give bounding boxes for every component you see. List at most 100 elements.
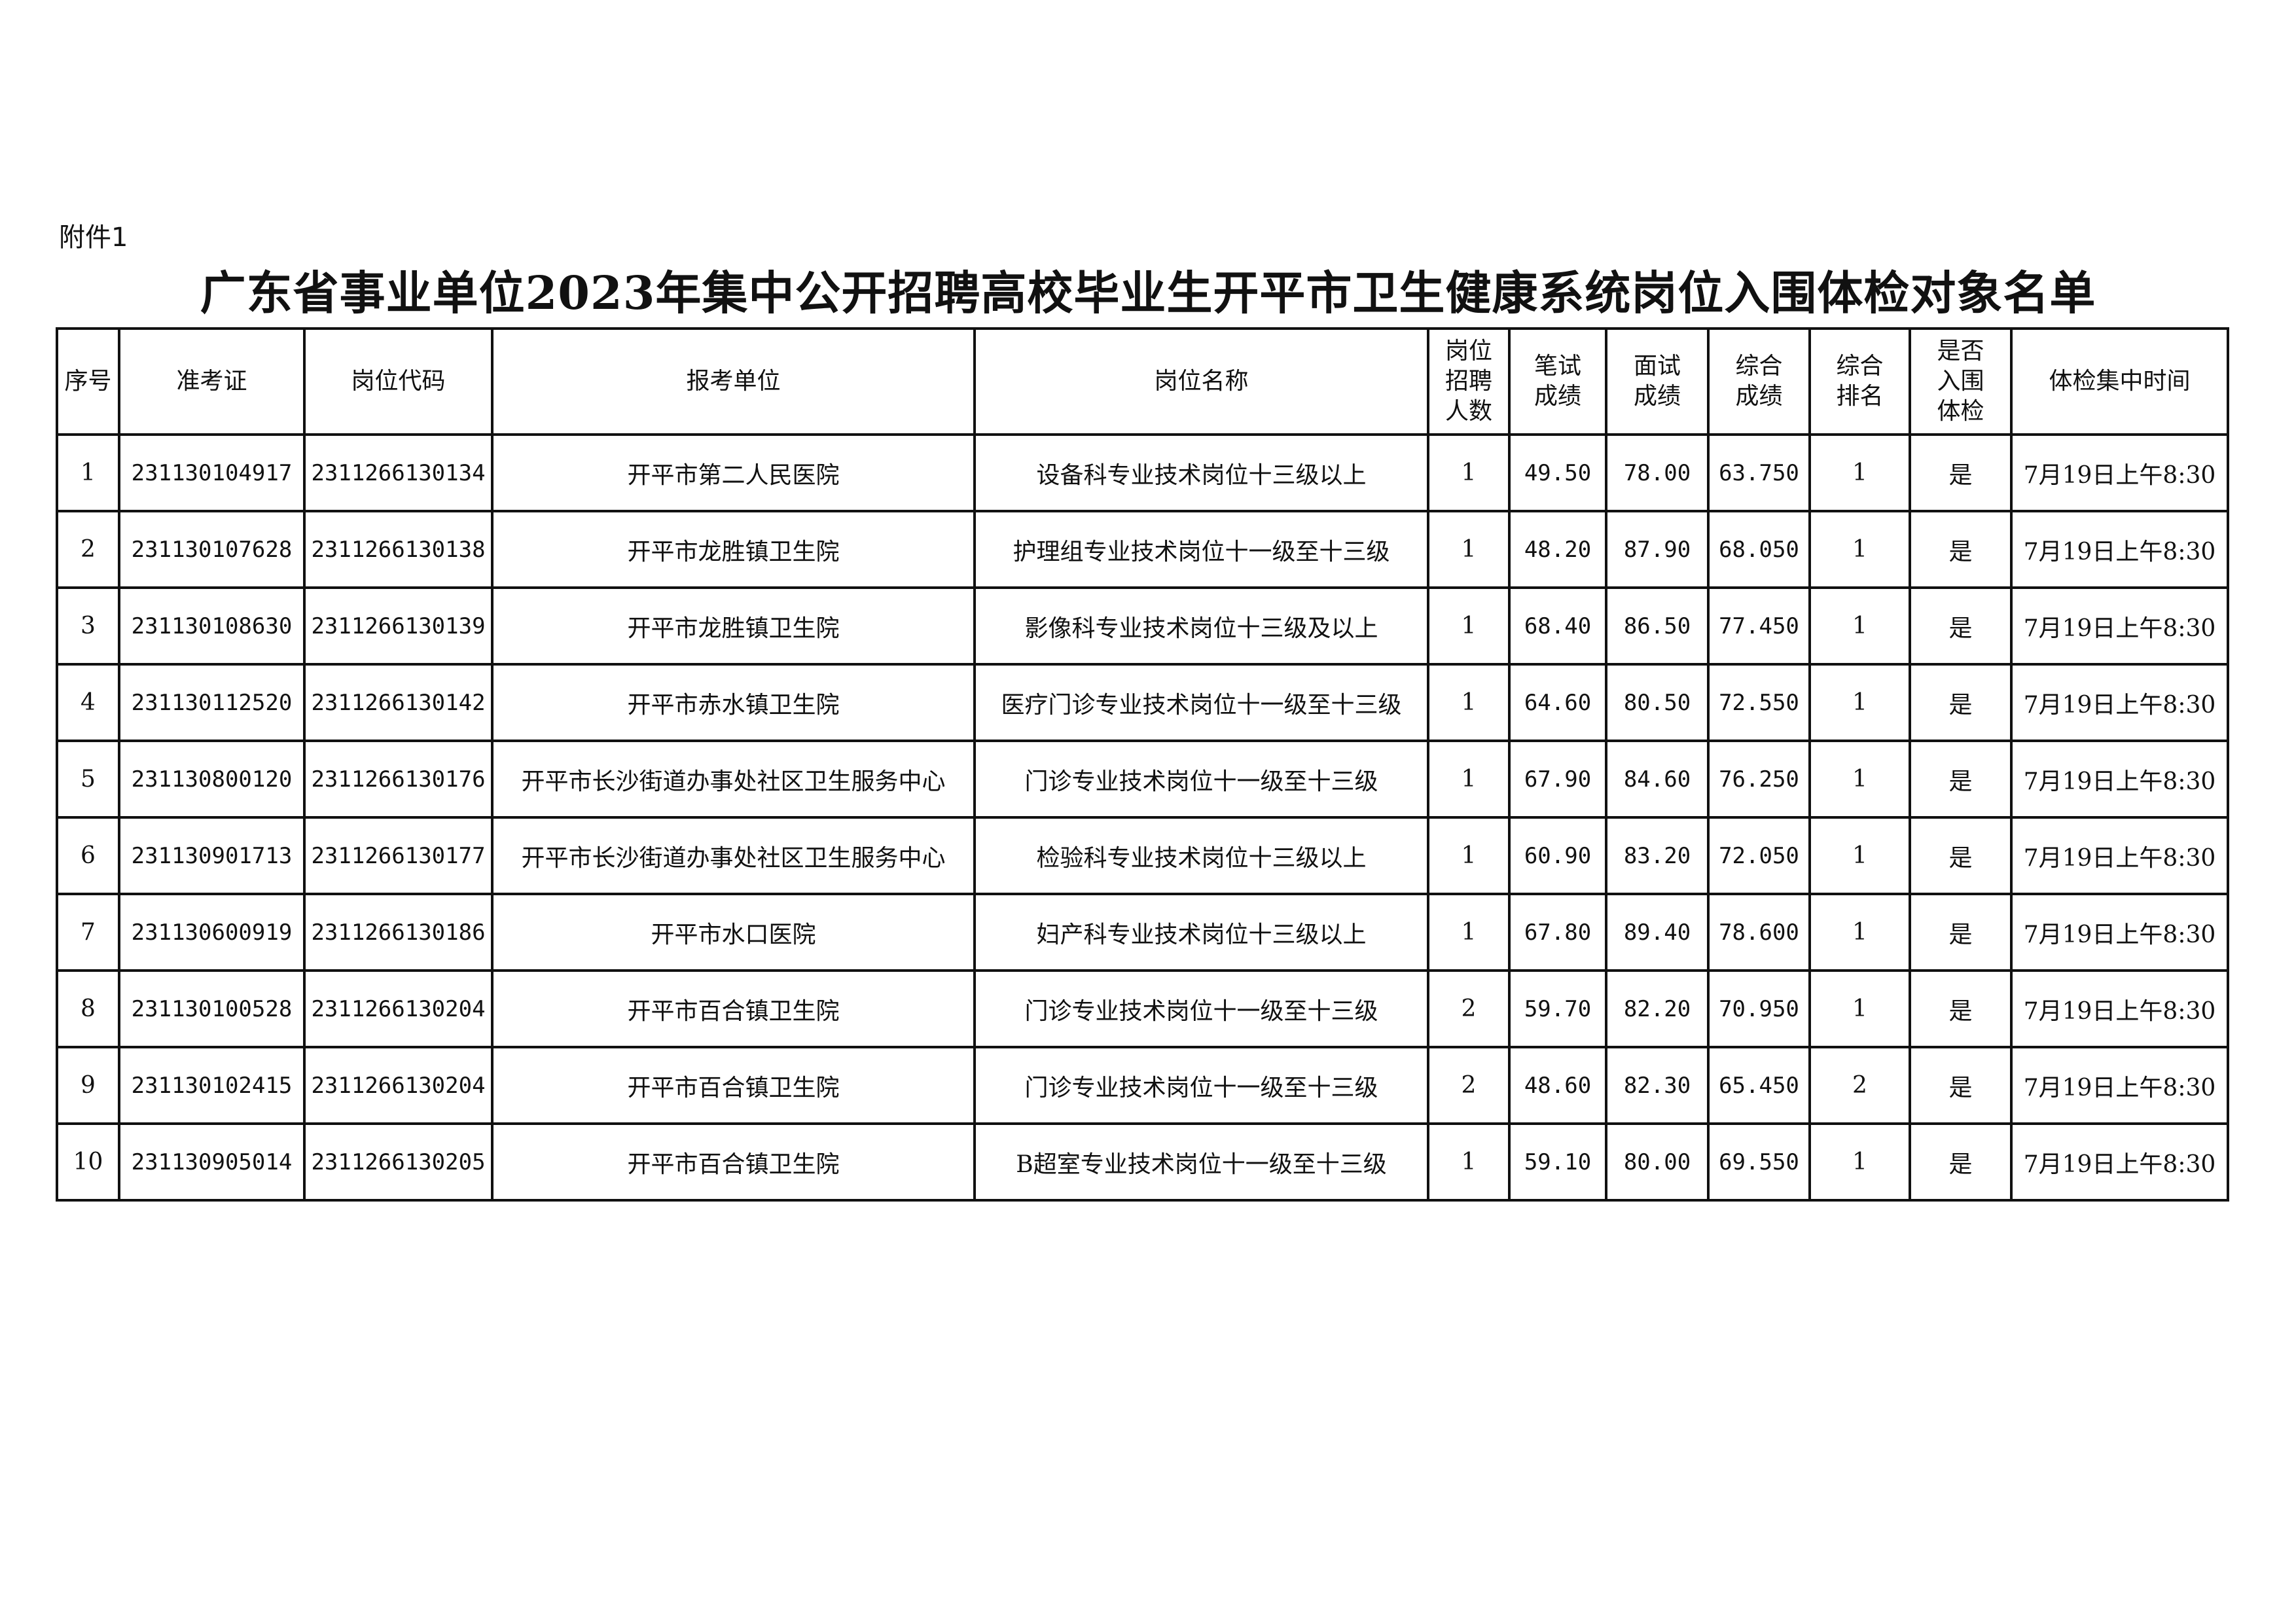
cell-code: 2311266130186: [303, 893, 493, 972]
cell-total: 77.450: [1707, 586, 1811, 666]
cell-rank: 1: [1808, 433, 1911, 512]
cell-no: 7: [56, 893, 120, 972]
cell-rank: 1: [1808, 510, 1911, 589]
cell-code: 2311266130142: [303, 663, 493, 742]
cell-rank: 1: [1808, 893, 1911, 972]
cell-post: 妇产科专业技术岗位十三级以上: [973, 893, 1429, 972]
cell-no: 1: [56, 433, 120, 512]
cell-written: 67.90: [1508, 740, 1607, 819]
header-label: 是否入围体检: [1937, 338, 1984, 425]
header-col-ticket: 准考证: [118, 327, 306, 436]
cell-selected: 是: [1909, 969, 2013, 1048]
cell-ticket: 231130100528: [118, 969, 306, 1048]
header-col-post-name: 岗位名称: [973, 327, 1429, 436]
cell-total: 72.050: [1707, 816, 1811, 895]
cell-quota: 1: [1427, 510, 1511, 589]
cell-unit: 开平市百合镇卫生院: [491, 1046, 976, 1125]
cell-time: 7月19日上午8:30: [2010, 740, 2229, 819]
header-row: 序号 准考证 岗位代码 报考单位 岗位名称 岗位招聘人数 笔试成绩 面试成绩 综合成绩 综合排名 是…: [56, 327, 2229, 436]
header-label: 综合排名: [1836, 353, 1884, 410]
cell-no: 3: [56, 586, 120, 666]
cell-code: 2311266130204: [303, 969, 493, 1048]
cell-post: 影像科专业技术岗位十三级及以上: [973, 586, 1429, 666]
cell-interview: 84.60: [1605, 740, 1710, 819]
header-col-written: 笔试成绩: [1508, 327, 1607, 436]
table-row: 3 231130108630 2311266130139 开平市龙胜镇卫生院 影像科专业…: [56, 586, 2229, 666]
header-col-quota: 岗位招聘人数: [1427, 327, 1511, 436]
cell-post: 门诊专业技术岗位十一级至十三级: [973, 740, 1429, 819]
cell-written: 68.40: [1508, 586, 1607, 666]
cell-quota: 1: [1427, 893, 1511, 972]
attachment-label: 附件1: [59, 223, 128, 253]
cell-ticket: 231130102415: [118, 1046, 306, 1125]
cell-selected: 是: [1909, 663, 2013, 742]
cell-ticket: 231130600919: [118, 893, 306, 972]
cell-time: 7月19日上午8:30: [2010, 510, 2229, 589]
cell-unit: 开平市水口医院: [491, 893, 976, 972]
cell-total: 68.050: [1707, 510, 1811, 589]
table-row: 10 231130905014 2311266130205 开平市百合镇卫生院 B超室专…: [56, 1122, 2229, 1202]
cell-no: 9: [56, 1046, 120, 1125]
cell-quota: 1: [1427, 816, 1511, 895]
table-row: 5 231130800120 2311266130176 开平市长沙街道办事处社区卫生…: [56, 740, 2229, 819]
table-row: 9 231130102415 2311266130204 开平市百合镇卫生院 门诊专业技…: [56, 1046, 2229, 1125]
cell-time: 7月19日上午8:30: [2010, 1046, 2229, 1125]
cell-interview: 83.20: [1605, 816, 1710, 895]
header-col-rank: 综合排名: [1808, 327, 1911, 436]
cell-time: 7月19日上午8:30: [2010, 893, 2229, 972]
cell-interview: 80.50: [1605, 663, 1710, 742]
cell-selected: 是: [1909, 433, 2013, 512]
cell-interview: 80.00: [1605, 1122, 1710, 1202]
table-row: 8 231130100528 2311266130204 开平市百合镇卫生院 门诊专业技…: [56, 969, 2229, 1048]
table-row: 4 231130112520 2311266130142 开平市赤水镇卫生院 医疗门诊专…: [56, 663, 2229, 742]
header-col-time: 体检集中时间: [2010, 327, 2229, 436]
cell-time: 7月19日上午8:30: [2010, 1122, 2229, 1202]
table-body: 1 231130104917 2311266130134 开平市第二人民医院 设备科专业…: [56, 433, 2229, 1202]
cell-quota: 1: [1427, 1122, 1511, 1202]
cell-rank: 1: [1808, 586, 1911, 666]
cell-selected: 是: [1909, 1046, 2013, 1125]
cell-unit: 开平市长沙街道办事处社区卫生服务中心: [491, 740, 976, 819]
cell-quota: 1: [1427, 433, 1511, 512]
cell-ticket: 231130108630: [118, 586, 306, 666]
cell-post: 设备科专业技术岗位十三级以上: [973, 433, 1429, 512]
cell-quota: 2: [1427, 1046, 1511, 1125]
table-row: 1 231130104917 2311266130134 开平市第二人民医院 设备科专业…: [56, 433, 2229, 512]
cell-time: 7月19日上午8:30: [2010, 816, 2229, 895]
cell-ticket: 231130901713: [118, 816, 306, 895]
cell-written: 48.60: [1508, 1046, 1607, 1125]
cell-total: 63.750: [1707, 433, 1811, 512]
cell-total: 69.550: [1707, 1122, 1811, 1202]
cell-code: 2311266130134: [303, 433, 493, 512]
header-label: 综合成绩: [1735, 353, 1783, 410]
cell-selected: 是: [1909, 510, 2013, 589]
cell-rank: 1: [1808, 816, 1911, 895]
cell-code: 2311266130177: [303, 816, 493, 895]
cell-selected: 是: [1909, 740, 2013, 819]
cell-rank: 1: [1808, 1122, 1911, 1202]
header-col-unit: 报考单位: [491, 327, 976, 436]
cell-code: 2311266130176: [303, 740, 493, 819]
cell-rank: 1: [1808, 969, 1911, 1048]
cell-post: 门诊专业技术岗位十一级至十三级: [973, 969, 1429, 1048]
cell-no: 5: [56, 740, 120, 819]
cell-written: 48.20: [1508, 510, 1607, 589]
header-col-selected: 是否入围体检: [1909, 327, 2013, 436]
cell-interview: 87.90: [1605, 510, 1710, 589]
cell-unit: 开平市百合镇卫生院: [491, 969, 976, 1048]
cell-post: 护理组专业技术岗位十一级至十三级: [973, 510, 1429, 589]
cell-no: 6: [56, 816, 120, 895]
header-label: 面试成绩: [1633, 353, 1681, 410]
cell-interview: 86.50: [1605, 586, 1710, 666]
cell-written: 49.50: [1508, 433, 1607, 512]
cell-written: 59.10: [1508, 1122, 1607, 1202]
cell-selected: 是: [1909, 816, 2013, 895]
cell-code: 2311266130204: [303, 1046, 493, 1125]
table-row: 2 231130107628 2311266130138 开平市龙胜镇卫生院 护理组专业…: [56, 510, 2229, 589]
cell-total: 72.550: [1707, 663, 1811, 742]
cell-total: 76.250: [1707, 740, 1811, 819]
cell-code: 2311266130139: [303, 586, 493, 666]
header-label: 岗位招聘人数: [1444, 338, 1492, 425]
cell-code: 2311266130205: [303, 1122, 493, 1202]
cell-written: 59.70: [1508, 969, 1607, 1048]
